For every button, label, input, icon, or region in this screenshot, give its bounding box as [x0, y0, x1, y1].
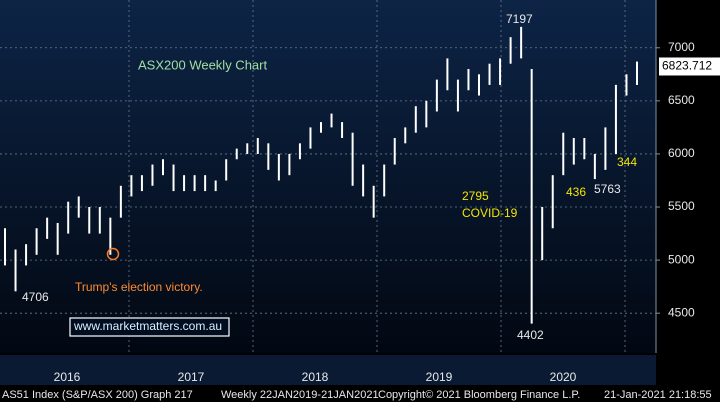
- footer-text: Copyright© 2021 Bloomberg Finance L.P.: [378, 389, 580, 401]
- x-tick-label: 2020: [550, 370, 577, 384]
- chart-title: ASX200 Weekly Chart: [138, 57, 267, 72]
- annotation: 2795: [462, 189, 489, 203]
- annotation: 7197: [506, 12, 533, 26]
- event-marker: [106, 247, 120, 261]
- website-box: [69, 317, 230, 337]
- website: www.marketmatters.com.au: [73, 319, 222, 333]
- y-tick-label: 5000: [668, 252, 695, 266]
- footer-text: 21-Jan-2021 21:18:55: [604, 389, 712, 401]
- plot-area: [0, 0, 656, 353]
- y-tick-label: 4500: [668, 305, 695, 319]
- annotation: 4402: [517, 328, 544, 342]
- annotation: 5763: [594, 182, 621, 196]
- x-tick-label: 2016: [54, 370, 81, 384]
- footer-text: AS51 Index (S&P/ASX 200) Graph 217: [2, 389, 193, 401]
- y-tick-label: 7000: [668, 40, 695, 54]
- x-tick-label: 2018: [302, 370, 329, 384]
- x-axis-band: [0, 355, 656, 385]
- annotation: 4706: [22, 290, 49, 304]
- x-tick-label: 2017: [178, 370, 205, 384]
- y-tick-label: 5500: [668, 199, 695, 213]
- y-tick-label: 6000: [668, 146, 695, 160]
- annotation: Trump's election victory.: [75, 280, 203, 294]
- annotation: 344: [617, 155, 637, 169]
- last-price-label: 6823.712: [662, 59, 712, 73]
- annotation: COVID-19: [462, 206, 518, 220]
- footer-text: Weekly 22JAN2019-21JAN2021: [221, 389, 379, 401]
- y-tick-label: 6500: [668, 93, 695, 107]
- x-tick-label: 2019: [426, 370, 453, 384]
- annotation: 436: [566, 185, 586, 199]
- last-price-box: [659, 57, 720, 76]
